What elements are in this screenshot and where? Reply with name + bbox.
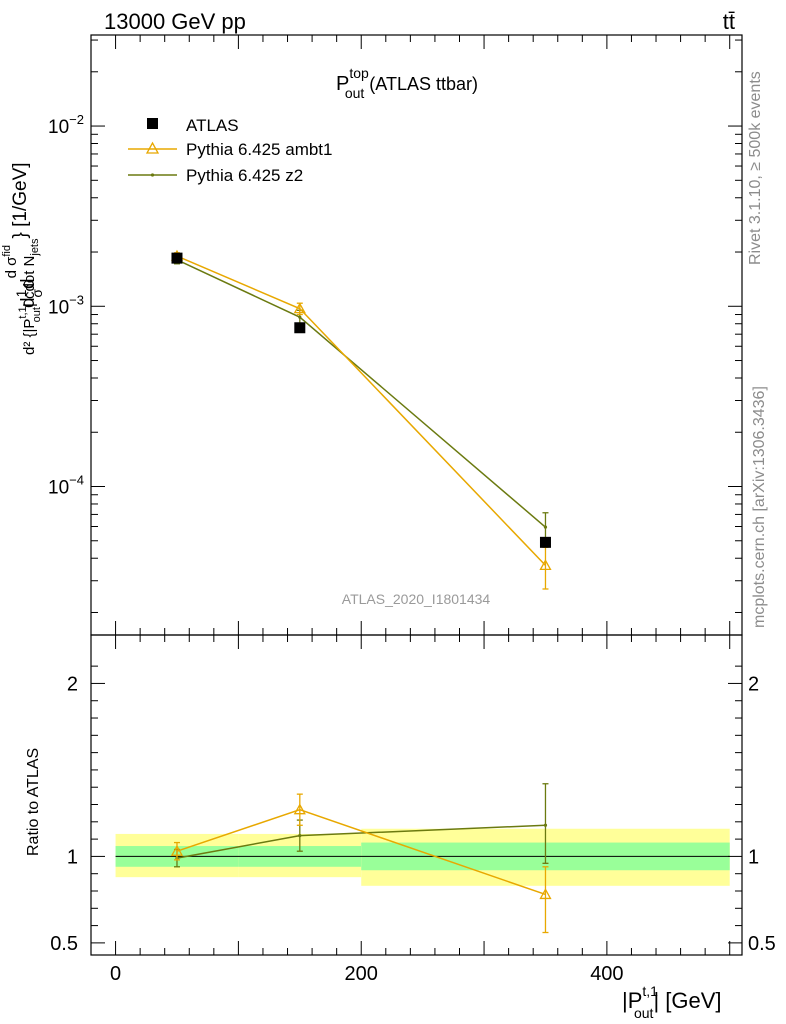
legend-label-ambt1: Pythia 6.425 ambt1 (186, 140, 332, 159)
legend-marker-ambt1 (145, 141, 160, 154)
y-tick-label-0: 10−2 (48, 112, 84, 138)
ratio-y-tick-label-right-0: 0.5 (748, 933, 776, 955)
legend: ATLAS Pythia 6.425 ambt1 Pythia 6.425 z2 (128, 116, 332, 185)
legend-label-z2: Pythia 6.425 z2 (186, 166, 303, 185)
legend-label-atlas: ATLAS (186, 116, 239, 135)
ratio-point-ambt1 (539, 888, 552, 900)
axes: 0 200 400 10−2 10−3 10−4 0.5 0.5 1 1 2 2 (48, 34, 776, 985)
rivet-version-label: Rivet 3.1.10, ≥ 500k events (747, 71, 764, 265)
x-tick-label-0: 0 (110, 963, 121, 985)
y-tick-label-2: 10−4 (48, 473, 84, 499)
ratio-y-tick-label-right-1: 1 (748, 846, 759, 868)
series-line-pythia-6-425-z2 (176, 259, 546, 528)
data-point-z2 (298, 315, 302, 319)
data-point-ambt1 (293, 302, 306, 314)
analysis-label: ATLAS_2020_I1801434 (342, 591, 491, 607)
series-line-pythia-6-425-ambt1 (176, 255, 547, 566)
ratio-point-ambt1 (170, 844, 184, 856)
x-tick-label-1: 200 (345, 963, 378, 985)
data-marks (170, 249, 552, 934)
plot-title: Ptop out (ATLAS ttbar) (336, 65, 478, 101)
ratio-y-tick-label-left-2: 2 (67, 673, 78, 695)
ratio-uncertainty-bands (115, 828, 730, 886)
ratio-frame (90, 634, 743, 956)
data-point-atlas (539, 536, 551, 548)
y-tick-label-1: 10−3 (48, 292, 84, 318)
ratio-y-axis-label: Ratio to ATLAS (25, 748, 42, 856)
ratio-y-tick-label-left-0: 0.5 (50, 933, 78, 955)
main-y-axis-label: d1σdd σfidd² {|Pt,1 out| cdot Njets} [1/G… (1, 162, 45, 355)
ratio-y-tick-label-left-1: 1 (67, 846, 78, 868)
ratio-point-z2 (298, 834, 302, 838)
ratio-point-z2 (543, 823, 548, 827)
header-energy-label: 13000 GeV pp (104, 9, 246, 34)
x-axis-label: |Pt,1 out| [GeV] (622, 983, 722, 1021)
ratio-point-ambt1 (293, 803, 306, 815)
ratio-y-tick-label-right-2: 2 (748, 673, 759, 695)
x-tick-label-2: 400 (590, 963, 623, 985)
header-process-label: tt̄ (723, 9, 735, 34)
data-point-atlas (294, 322, 306, 334)
legend-marker-z2 (150, 173, 155, 177)
mcplots-label: mcplots.cern.ch [arXiv:1306.3436] (751, 386, 768, 628)
data-point-atlas (171, 252, 183, 264)
data-point-z2 (543, 525, 548, 529)
legend-marker-atlas (147, 118, 158, 129)
data-point-ambt1 (539, 559, 552, 571)
